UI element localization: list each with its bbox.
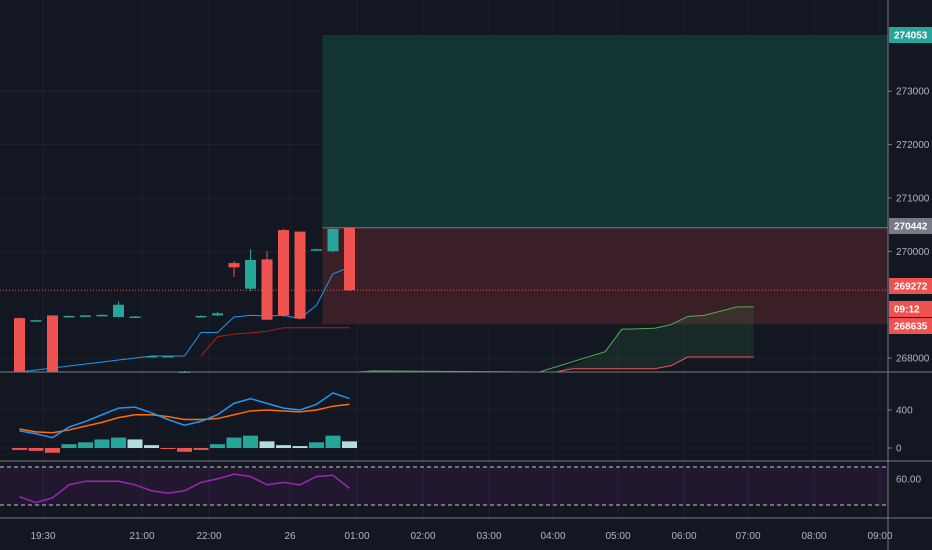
macd-histogram-bar bbox=[160, 448, 176, 449]
time-tick-label: 02:00 bbox=[410, 531, 435, 542]
macd-histogram-bar bbox=[94, 439, 110, 448]
price-tick-label: 273000 bbox=[896, 87, 930, 98]
price-tag-bg bbox=[889, 278, 932, 294]
macd-histogram-bar bbox=[177, 448, 192, 452]
price-tag-bg bbox=[889, 27, 932, 43]
macd-histogram-bar bbox=[61, 444, 77, 448]
macd-histogram-bar bbox=[12, 448, 27, 450]
conversion-line bbox=[19, 266, 350, 373]
macd-histogram-bar bbox=[144, 445, 159, 448]
time-tick-label: 03:00 bbox=[476, 531, 501, 542]
candle-body bbox=[228, 263, 240, 268]
candle-body bbox=[327, 228, 339, 252]
macd-histogram-bar bbox=[226, 437, 242, 448]
indicator-lines bbox=[19, 266, 350, 373]
candle-body bbox=[129, 316, 141, 318]
stop-zone bbox=[322, 227, 888, 325]
macd-histogram-bar bbox=[111, 437, 126, 448]
candle-body bbox=[278, 230, 289, 316]
time-tick-label: 22:00 bbox=[196, 531, 221, 542]
time-tick-label: 19:30 bbox=[30, 531, 55, 542]
candle-body bbox=[14, 318, 25, 372]
candle-body bbox=[294, 231, 306, 319]
time-tick-label: 06:00 bbox=[671, 531, 696, 542]
macd-tick-label: 0 bbox=[896, 444, 902, 455]
price-tag-label: 270442 bbox=[894, 222, 928, 233]
candle-body bbox=[96, 314, 108, 317]
macd-histogram-bar bbox=[325, 435, 341, 448]
senkou-span-b bbox=[555, 356, 754, 373]
candle-body bbox=[146, 355, 157, 358]
price-tag-bg bbox=[889, 318, 932, 334]
macd-tick-label: 400 bbox=[896, 406, 913, 417]
candle-body bbox=[311, 249, 322, 251]
price-tags: 274053 270442 269272 09:12 268635 bbox=[889, 27, 932, 334]
price-tag-label: 269272 bbox=[894, 282, 928, 293]
candle-body bbox=[63, 315, 75, 318]
macd-histogram-bar bbox=[243, 435, 258, 448]
macd-line bbox=[19, 392, 350, 439]
price-tick-label: 271000 bbox=[896, 193, 930, 204]
time-tick-label: 26 bbox=[284, 531, 296, 542]
candle-body bbox=[30, 320, 42, 322]
macd-histogram-bar bbox=[28, 448, 44, 451]
time-axis[interactable]: 19:30 21:00 22:00 26 01:00 02:00 03:00 04:00 05:… bbox=[30, 531, 892, 542]
price-tag-label: 274053 bbox=[894, 31, 928, 42]
macd-histogram-bar bbox=[259, 441, 275, 448]
price-tick-label: 270000 bbox=[896, 247, 930, 258]
rsi-band bbox=[0, 467, 888, 505]
price-tag-label: 09:12 bbox=[894, 305, 920, 316]
candle-body bbox=[80, 315, 91, 317]
time-tick-label: 21:00 bbox=[129, 531, 154, 542]
time-tick-label: 01:00 bbox=[344, 531, 369, 542]
price-tick-label: 272000 bbox=[896, 140, 930, 151]
cloud-fill bbox=[555, 306, 754, 372]
candle-body bbox=[245, 259, 256, 289]
target-zone bbox=[322, 35, 888, 228]
macd-signal-line bbox=[19, 403, 350, 434]
price-tick-label: 268000 bbox=[896, 354, 930, 365]
macd-histogram-bar bbox=[276, 445, 291, 448]
base-line bbox=[200, 327, 350, 357]
price-axis[interactable]: 273000 272000 271000 270000 268000 400 0 60.00 bbox=[888, 87, 930, 486]
macd-histogram-bar bbox=[210, 444, 225, 448]
time-tick-label: 05:00 bbox=[605, 531, 630, 542]
macd-histogram-bar bbox=[45, 448, 60, 453]
rsi-pane bbox=[0, 466, 888, 506]
candle-body bbox=[344, 227, 355, 291]
candle-body bbox=[113, 304, 124, 318]
candle-body bbox=[195, 315, 207, 318]
position-zones bbox=[0, 35, 888, 325]
macd-histogram-bar bbox=[78, 442, 93, 448]
price-tag-label: 268635 bbox=[894, 322, 928, 333]
macd-histogram-bar bbox=[292, 446, 308, 448]
macd-histogram-bar bbox=[193, 448, 209, 450]
macd-pane bbox=[12, 392, 357, 453]
candle-body bbox=[162, 355, 174, 358]
price-tag-bg bbox=[889, 218, 932, 234]
candle-body bbox=[47, 315, 58, 372]
rsi-tick-label: 60.00 bbox=[896, 474, 921, 485]
rsi-line bbox=[19, 473, 350, 504]
time-tick-label: 07:00 bbox=[735, 531, 760, 542]
candle-body bbox=[212, 313, 223, 316]
time-tick-label: 04:00 bbox=[540, 531, 565, 542]
macd-histogram-bar bbox=[342, 441, 357, 448]
candle-body bbox=[261, 259, 273, 320]
macd-histogram-bar bbox=[309, 442, 324, 448]
macd-histogram-bar bbox=[127, 439, 143, 448]
time-tick-label: 08:00 bbox=[801, 531, 826, 542]
time-tick-label: 09:00 bbox=[867, 531, 892, 542]
price-tag-bg bbox=[889, 301, 932, 317]
